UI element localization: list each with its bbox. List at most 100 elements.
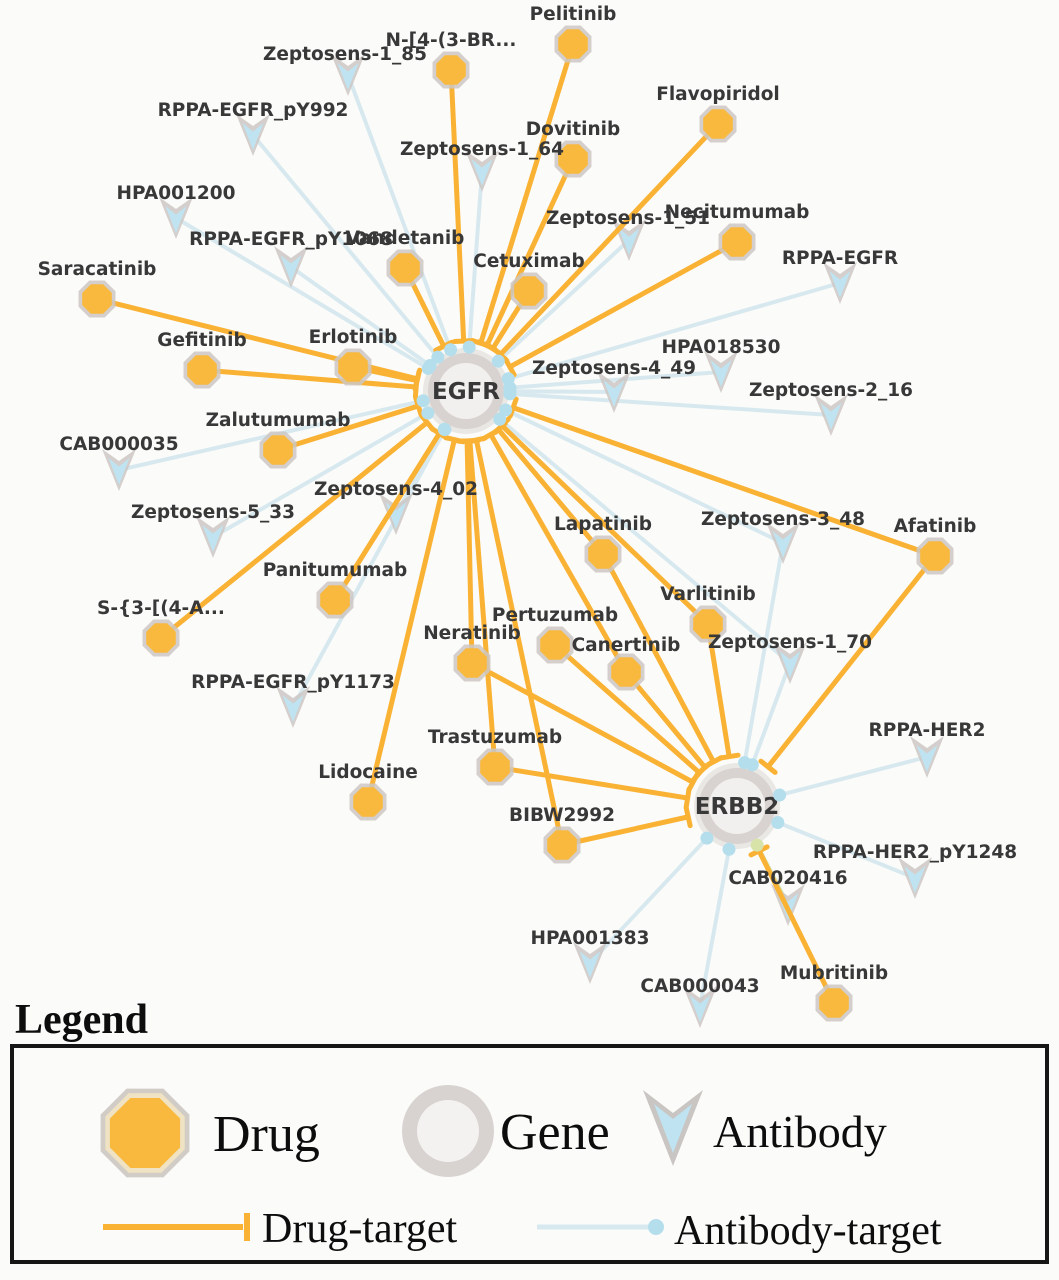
antibody-node-cab000035[interactable] — [102, 449, 136, 491]
antibody-target-edge-zeptosens-1-51-egfr — [496, 238, 631, 363]
antibody-node-zeptosens-4-49[interactable] — [597, 371, 631, 413]
drug-target-edge-trastuzumab-erbb2 — [494, 764, 689, 801]
drug-node-cetuximab[interactable] — [510, 272, 548, 310]
drug-node-flavopiridol[interactable] — [699, 105, 737, 143]
drug-node-gefitinib[interactable] — [183, 351, 221, 389]
gene-node-egfr[interactable]: EGFR — [423, 348, 509, 434]
antibody-label-zeptosens-5-33: Zeptosens-5_33 — [131, 502, 295, 523]
drug-octagon-icon — [436, 55, 466, 85]
drug-node-dovitinib[interactable] — [554, 140, 592, 178]
drug-octagon-icon — [920, 541, 950, 571]
antibody-label-zeptosens-1-51: Zeptosens-1_51 — [546, 208, 710, 229]
antibody-node-zeptosens-1-70[interactable] — [773, 642, 807, 684]
antibody-node-zeptosens-3-48[interactable] — [766, 522, 800, 564]
antibody-label-hpa001200: HPA001200 — [117, 183, 236, 204]
drug-octagon-icon — [693, 609, 723, 639]
gene-node-erbb2[interactable]: ERBB2 — [694, 763, 780, 849]
drug-node-lidocaine[interactable] — [349, 783, 387, 821]
drug-target-edge-canertinib-egfr — [488, 433, 629, 674]
edge-dot-zeptosens-1-51-egfr — [491, 354, 505, 368]
legend-antibody-target-label: Antibody-target — [674, 1208, 942, 1254]
edge-dot-cab000035-egfr — [416, 394, 430, 408]
antibody-label-rppa-egfr-py1173: RPPA-EGFR_pY1173 — [191, 672, 395, 693]
antibody-node-zeptosens-1-64[interactable] — [465, 150, 499, 192]
edge-dot-rppa-egfr-py992-egfr — [431, 350, 445, 364]
edge-tee-necitumumab-egfr — [502, 356, 517, 378]
edge-dot-hpa001383-erbb2 — [700, 831, 714, 845]
antibody-node-zeptosens-2-16[interactable] — [814, 394, 848, 436]
antibody-chevron-icon — [916, 745, 938, 772]
drug-node-bibw2992[interactable] — [543, 826, 581, 864]
drug-target-edge-varlitinib-egfr — [500, 423, 710, 626]
drug-target-edge-lapatinib-egfr — [496, 427, 605, 556]
antibody-node-rppa-her2-py1248[interactable] — [898, 857, 932, 899]
antibody-node-rppa-egfr[interactable] — [823, 262, 857, 304]
drug-node-vandetanib[interactable] — [386, 249, 424, 287]
antibody-node-rppa-her2[interactable] — [910, 736, 944, 778]
antibody-node-rppa-egfr-py992[interactable] — [236, 114, 270, 156]
drug-node-canertinib[interactable] — [607, 653, 645, 691]
antibody-node-hpa018530[interactable] — [704, 351, 738, 393]
drug-node-pelitinib[interactable] — [554, 25, 592, 63]
drug-target-edge-panitumumab-egfr — [332, 432, 442, 602]
antibody-label-rppa-her2: RPPA-HER2 — [869, 720, 986, 741]
antibody-target-edge-rppa-egfr-py1173-egfr — [291, 428, 447, 708]
drug-node-pertuzumab[interactable] — [536, 626, 574, 664]
drug-node-panitumumab[interactable] — [316, 581, 354, 619]
legend-drug-swatch — [100, 1088, 190, 1178]
antibody-chevron-icon — [710, 360, 732, 387]
drug-node-varlitinib[interactable] — [689, 605, 727, 643]
antibody-node-hpa001383[interactable] — [573, 942, 607, 984]
drug-node-n-4-3-br[interactable] — [432, 51, 470, 89]
drug-node-necitumumab[interactable] — [718, 223, 756, 261]
antibody-chevron-icon — [829, 271, 851, 298]
legend-gene-swatch — [402, 1085, 494, 1177]
antibody-chevron-icon — [772, 531, 794, 558]
antibody-label-zeptosens-1-64: Zeptosens-1_64 — [400, 139, 564, 160]
drug-node-trastuzumab[interactable] — [476, 748, 514, 786]
antibody-target-edge-zeptosens-3-48-erbb2 — [742, 542, 785, 764]
drug-label-s-3-4-a: S-{3-[(4-A... — [97, 598, 225, 619]
antibody-node-cab000043[interactable] — [683, 986, 717, 1028]
drug-node-zalutumumab[interactable] — [259, 431, 297, 469]
drug-octagon-icon — [320, 585, 350, 615]
drug-label-gefitinib: Gefitinib — [157, 330, 246, 351]
antibody-target-edge-zeptosens-3-48-egfr — [504, 408, 784, 545]
edge-dot-zeptosens-1-70-erbb2 — [745, 758, 759, 772]
antibody-label-hpa001383: HPA001383 — [531, 928, 650, 949]
drug-label-necitumumab: Necitumumab — [665, 202, 810, 223]
antibody-node-rppa-egfr-py1173[interactable] — [276, 686, 310, 728]
antibody-chevron-icon — [165, 206, 187, 233]
layer-genebodies: EGFR ERBB2 — [423, 348, 780, 849]
drug-octagon-icon — [547, 830, 577, 860]
gene-inner — [709, 778, 765, 834]
drug-label-flavopiridol: Flavopiridol — [656, 84, 780, 105]
antibody-target-edge-rppa-her2-erbb2 — [779, 755, 928, 797]
edge-dot-zeptosens-3-48-egfr — [499, 403, 513, 417]
antibody-target-edge-rppa-egfr-egfr — [507, 281, 841, 381]
drug-node-saracatinib[interactable] — [78, 280, 116, 318]
drug-label-mubritinib: Mubritinib — [780, 963, 888, 984]
drug-label-pelitinib: Pelitinib — [530, 4, 617, 25]
antibody-node-hpa001200[interactable] — [159, 197, 193, 239]
antibody-node-rppa-egfr-py1068[interactable] — [274, 246, 308, 288]
drug-node-afatinib[interactable] — [916, 537, 954, 575]
drug-node-erlotinib[interactable] — [334, 348, 372, 386]
antibody-target-edge-zeptosens-5-33-egfr — [212, 411, 429, 539]
drug-octagon-icon — [82, 284, 112, 314]
drug-node-s-3-4-a[interactable] — [142, 619, 180, 657]
drug-label-dovitinib: Dovitinib — [526, 119, 620, 140]
antibody-node-zeptosens-1-85[interactable] — [331, 54, 365, 96]
drug-target-edge-zalutumumab-egfr — [277, 403, 420, 453]
drug-target-edge-pelitinib-egfr — [478, 43, 576, 344]
drug-node-neratinib[interactable] — [453, 644, 491, 682]
antibody-target-edge-cab000043-erbb2 — [698, 848, 732, 1008]
legend-title: Legend — [15, 997, 148, 1043]
antibody-node-zeptosens-5-33[interactable] — [196, 516, 230, 558]
antibody-label-rppa-her2-py1248: RPPA-HER2_pY1248 — [813, 842, 1017, 863]
drug-label-bibw2992: BIBW2992 — [509, 805, 615, 826]
drug-node-mubritinib[interactable] — [815, 984, 853, 1022]
drug-node-lapatinib[interactable] — [584, 535, 622, 573]
edge-dot-rppa-her2-erbb2 — [773, 788, 787, 802]
